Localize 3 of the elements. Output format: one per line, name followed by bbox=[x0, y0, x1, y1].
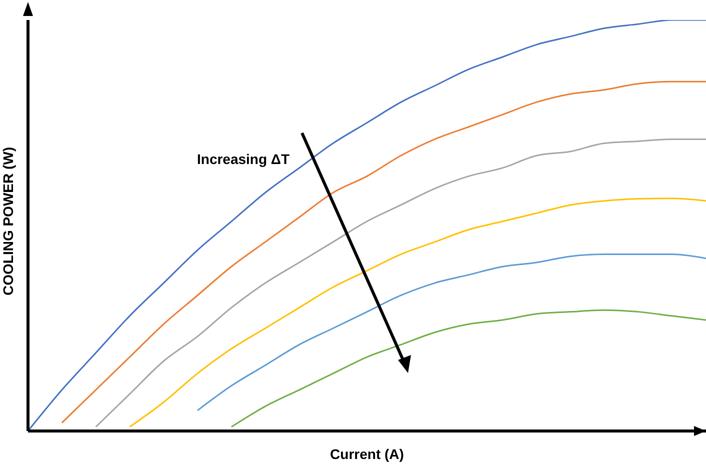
y-axis-title: COOLING POWER (W) bbox=[0, 146, 16, 296]
annotation: Increasing ΔT bbox=[197, 151, 290, 167]
x-axis-title: Current (A) bbox=[330, 446, 404, 462]
